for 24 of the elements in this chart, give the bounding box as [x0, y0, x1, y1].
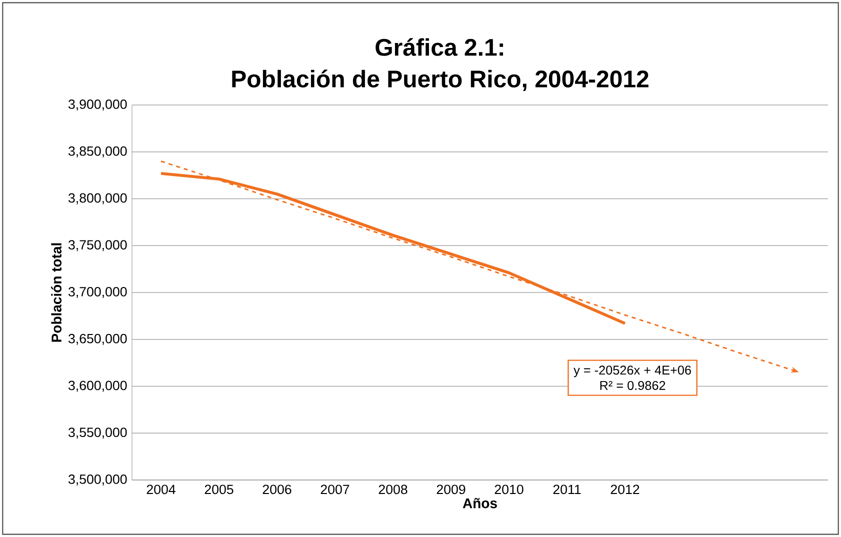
x-tick-label: 2008 — [378, 484, 408, 494]
chart-subtitle: Población de Puerto Rico, 2004-2012 — [232, 70, 648, 91]
y-axis-title: Población total — [51, 243, 62, 342]
y-tick-label: 3,550,000 — [68, 428, 127, 439]
x-axis-title: Años — [462, 498, 497, 508]
x-tick-label: 2005 — [204, 484, 234, 494]
y-tick-label: 3,800,000 — [68, 193, 127, 204]
x-tick-label: 2006 — [262, 484, 292, 494]
y-tick-label: 3,900,000 — [68, 99, 127, 111]
chart-title: Gráfica 2.1: — [376, 38, 504, 56]
y-tick-label: 3,650,000 — [68, 334, 127, 345]
x-tick-label: 2004 — [146, 484, 176, 494]
y-tick-label: 3,700,000 — [68, 287, 127, 298]
x-tick-label: 2012 — [610, 484, 640, 494]
y-tick-label: 3,850,000 — [68, 146, 127, 158]
annotation: R² = 0.9862 — [600, 380, 666, 390]
y-tick-label: 3,750,000 — [68, 240, 127, 252]
x-tick-label: 2011 — [553, 484, 581, 494]
y-tick-label: 3,500,000 — [68, 474, 127, 486]
x-tick-label: 2007 — [320, 484, 350, 494]
x-tick-label: 2009 — [436, 484, 466, 494]
x-tick-label: 2010 — [494, 484, 524, 494]
y-tick-label: 3,600,000 — [68, 380, 127, 392]
annotation: y = -20526x + 4E+06 — [574, 366, 691, 378]
